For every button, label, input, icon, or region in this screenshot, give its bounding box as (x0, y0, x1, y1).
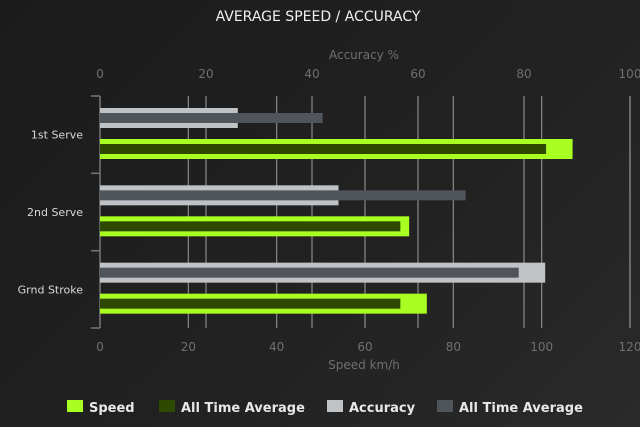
legend-label: All Time Average (181, 401, 305, 416)
accuracy-average-bar (100, 113, 323, 123)
speed-average-bar (100, 221, 401, 232)
bottom-tick-label: 60 (357, 340, 372, 354)
accuracy-average-bar (100, 190, 466, 201)
speed-average-bar (100, 144, 547, 154)
bottom-tick-label: 20 (181, 340, 196, 354)
top-tick-label: 0 (96, 67, 104, 81)
top-tick-label: 40 (304, 67, 319, 81)
speed-average-bar (100, 298, 401, 309)
bottom-tick-label: 100 (530, 340, 553, 354)
accuracy-average-bar (100, 267, 519, 278)
bottom-tick-label: 120 (619, 340, 640, 354)
top-axis-label: Accuracy % (329, 48, 399, 62)
bottom-tick-label: 40 (269, 340, 284, 354)
category-label: 1st Serve (31, 129, 83, 142)
bottom-tick-label: 0 (96, 340, 104, 354)
top-tick-label: 80 (516, 67, 531, 81)
top-tick-label: 60 (410, 67, 425, 81)
top-tick-label: 100 (619, 67, 640, 81)
category-label: 2nd Serve (27, 206, 83, 219)
legend-swatch (327, 400, 343, 412)
legend-label: Accuracy (349, 401, 416, 416)
legend-label: All Time Average (459, 401, 583, 416)
bottom-axis-label: Speed km/h (328, 358, 400, 372)
legend-swatch (437, 400, 453, 412)
legend-swatch (159, 400, 175, 412)
top-tick-label: 20 (198, 67, 213, 81)
category-label: Grnd Stroke (18, 283, 84, 296)
chart-title: AVERAGE SPEED / ACCURACY (216, 9, 421, 25)
bottom-tick-label: 80 (446, 340, 461, 354)
legend-swatch (67, 400, 83, 412)
legend-label: Speed (89, 401, 135, 416)
